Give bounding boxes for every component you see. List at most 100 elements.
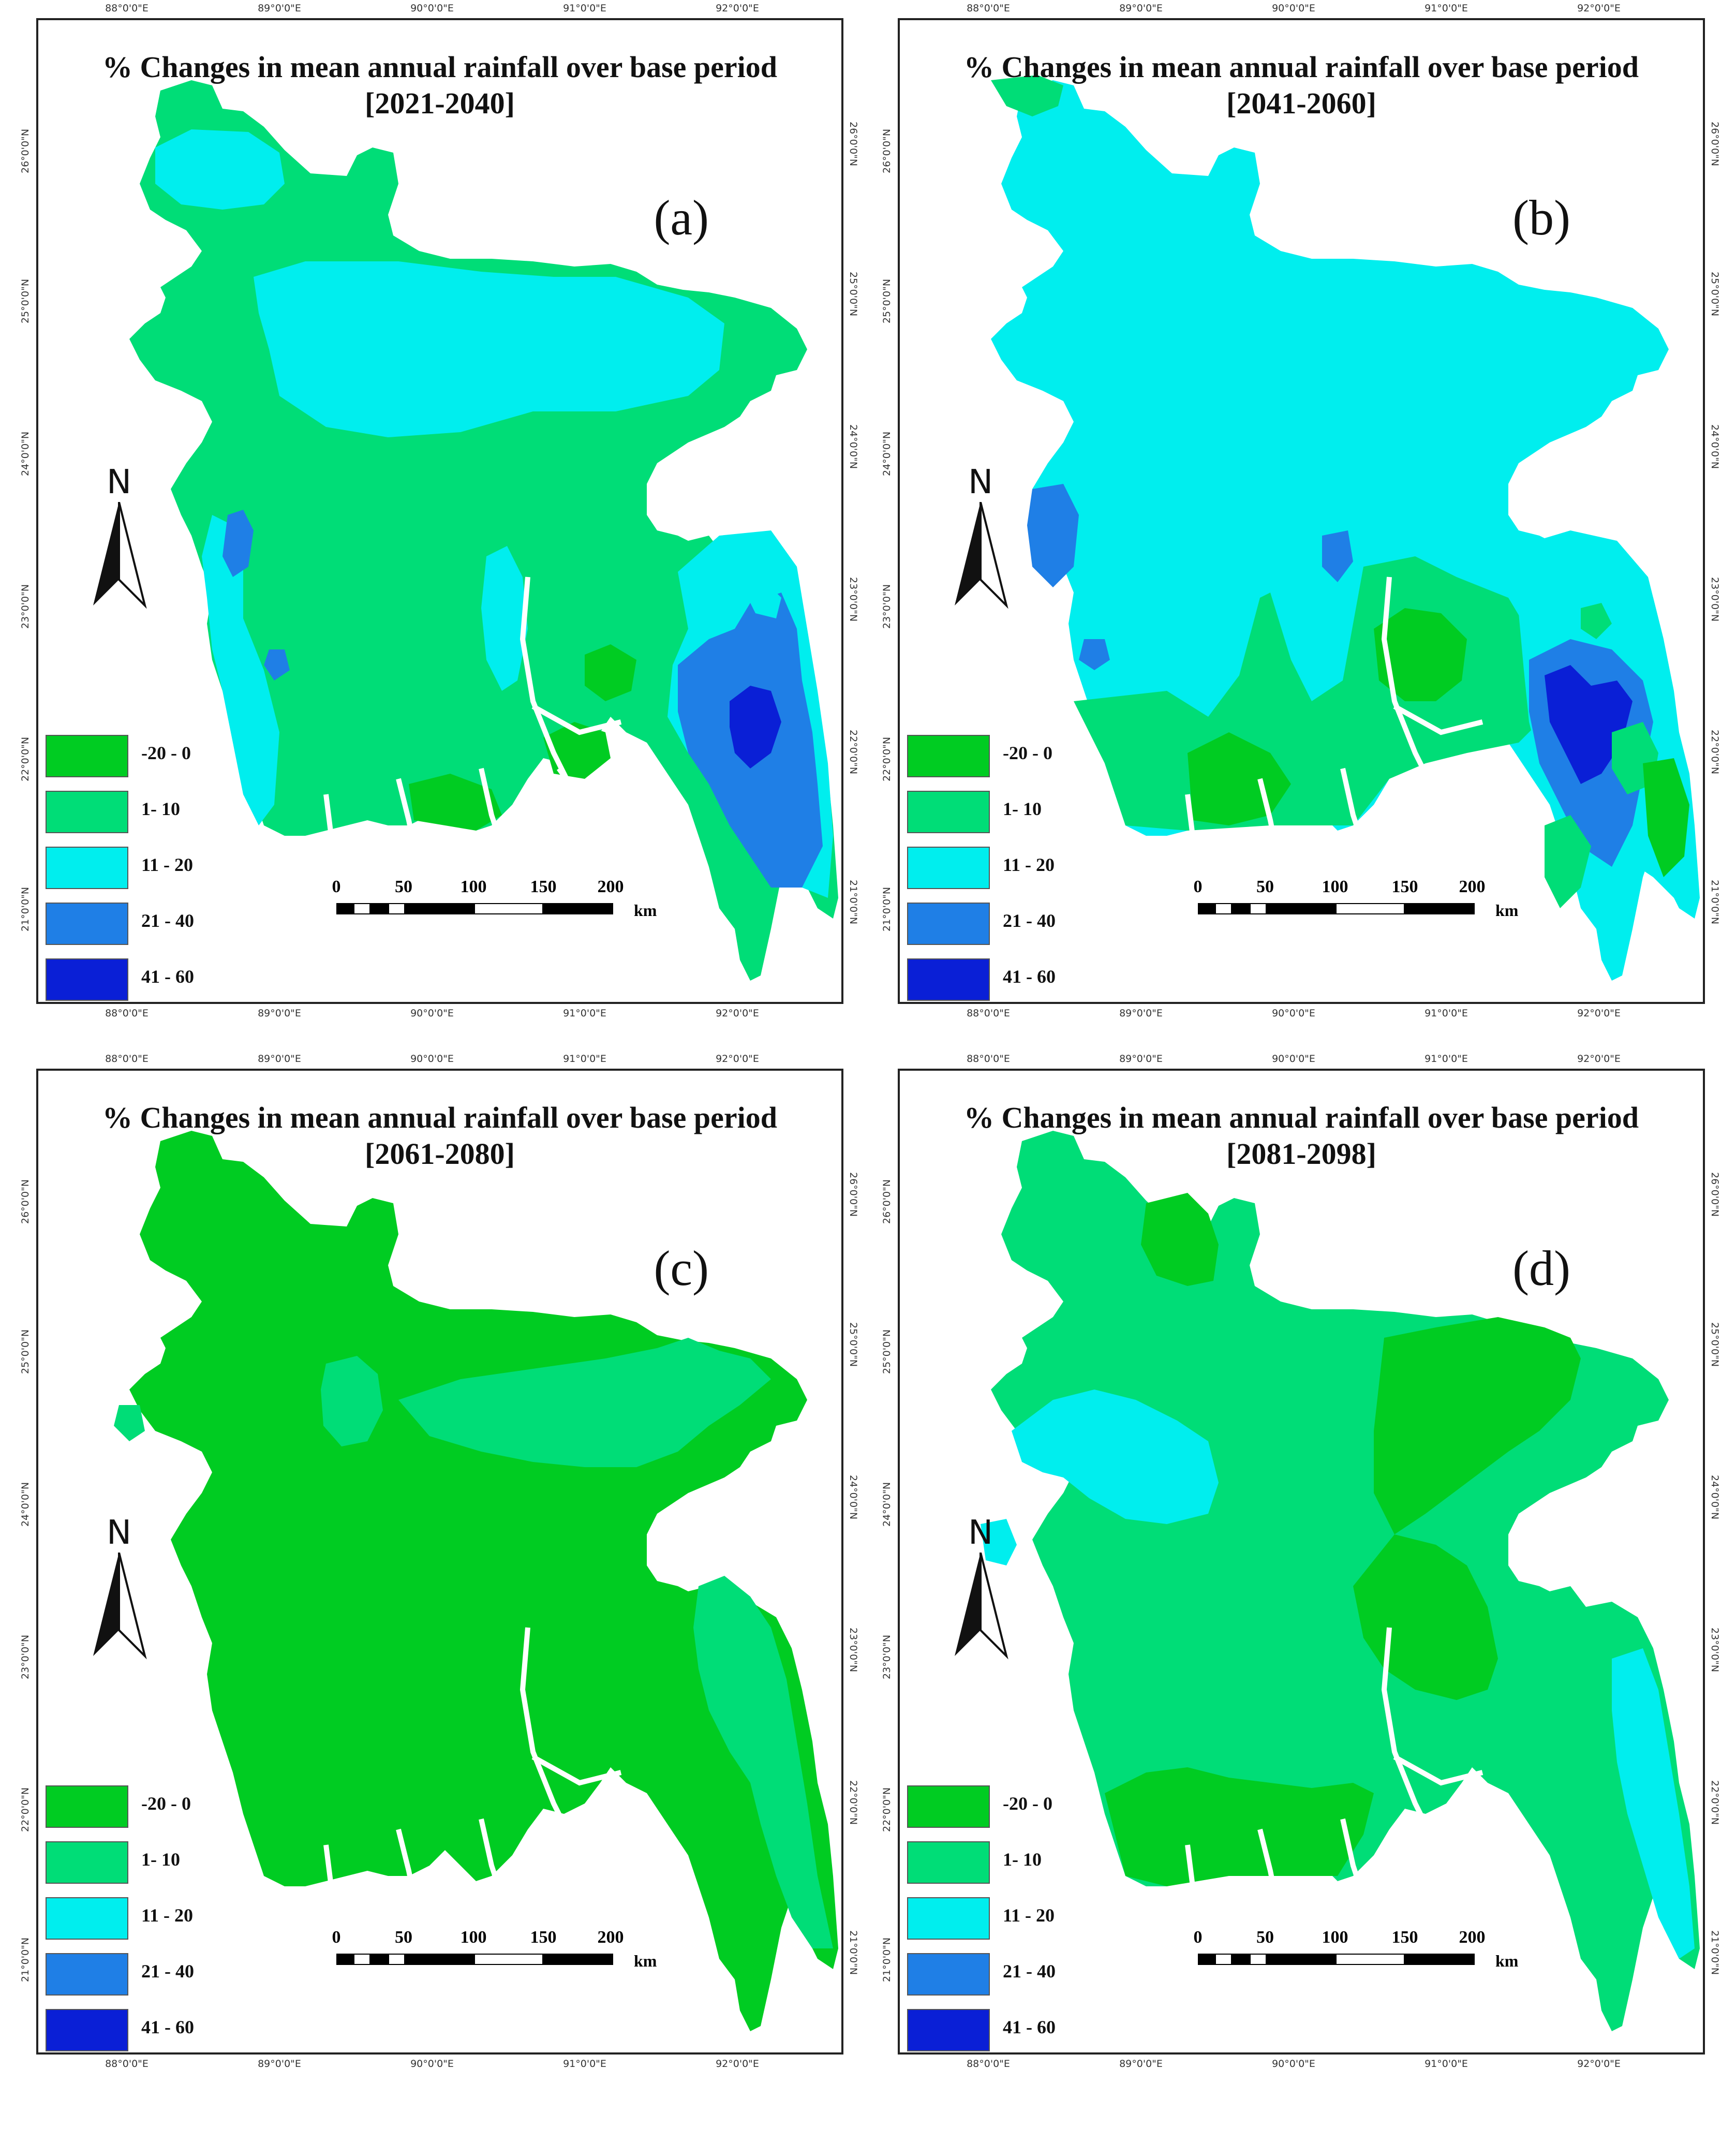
legend-label: 21 - 40 (1003, 1961, 1056, 1982)
longitude-tick-bottom: 88°0'0"E (105, 2058, 149, 2070)
longitude-tick-bottom: 88°0'0"E (967, 1008, 1010, 1019)
scale-segment (353, 1954, 370, 1965)
longitude-tick-top: 89°0'0"E (1119, 1053, 1163, 1065)
scale-segment (1405, 1954, 1475, 1965)
map-title: % Changes in mean annual rainfall over b… (963, 50, 1639, 84)
map-period: [2041-2060] (1226, 86, 1376, 120)
longitude-tick-top: 89°0'0"E (1119, 3, 1163, 14)
map-period: [2061-2080] (365, 1137, 515, 1171)
rainfall-zone-11 (409, 774, 502, 831)
longitude-tick-top: 89°0'0"E (258, 3, 301, 14)
rainfall-zone-1 (398, 1338, 771, 1467)
longitude-tick-top: 91°0'0"E (563, 3, 606, 14)
scale-number: 100 (460, 877, 487, 896)
rainfall-zone-2 (481, 546, 528, 691)
legend-swatch (907, 791, 990, 833)
scale-number: 50 (395, 1928, 412, 1947)
scale-number: 100 (460, 1928, 487, 1947)
river-channel (1381, 1627, 1459, 1888)
legend-swatch (46, 791, 128, 833)
scale-segment (353, 903, 370, 914)
north-arrow-icon (955, 1553, 1008, 1660)
map-title: % Changes in mean annual rainfall over b… (102, 50, 778, 84)
legend-item: -20 - 0 (46, 1785, 263, 1841)
scale-number: 0 (332, 877, 341, 896)
latitude-tick-left: 22°0'0"N (881, 736, 893, 781)
latitude-tick-left: 26°0'0"N (881, 1179, 893, 1224)
rainfall-zone-2 (1012, 1390, 1219, 1524)
legend-swatch (907, 1841, 990, 1884)
rainfall-zone-0 (321, 1356, 383, 1446)
latitude-tick-right: 22°0'0"N (1709, 730, 1720, 775)
north-arrow-icon (955, 502, 1008, 609)
legend-swatch (907, 847, 990, 889)
legend: -20 - 0 1- 10 11 - 20 21 - 40 41 - 60 (46, 735, 263, 1014)
river-channel (556, 767, 608, 848)
river-channel (531, 1754, 622, 1786)
legend-label: -20 - 0 (141, 743, 191, 763)
scale-bar: 0 50 100 150 200 km (332, 877, 688, 929)
rainfall-zone-5 (1105, 1767, 1374, 1886)
rainfall-zone-0 (1141, 1193, 1219, 1286)
latitude-tick-right: 23°0'0"N (1709, 1628, 1720, 1673)
legend-item: 1- 10 (907, 791, 1124, 847)
scale-segment (1250, 1954, 1267, 1965)
scale-segment (1267, 903, 1336, 914)
scale-segment (1198, 1954, 1215, 1965)
scale-segment (405, 903, 474, 914)
river-channel (1185, 1844, 1195, 1887)
legend-item: -20 - 0 (46, 735, 263, 791)
scale-segment (1215, 1954, 1232, 1965)
rainfall-zone-0 (155, 129, 285, 210)
latitude-tick-right: 21°0'0"N (848, 880, 859, 925)
legend-swatch (907, 1785, 990, 1828)
legend-label: 11 - 20 (141, 1905, 194, 1926)
longitude-tick-top: 88°0'0"E (105, 1053, 149, 1065)
latitude-tick-right: 21°0'0"N (848, 1930, 859, 1975)
longitude-tick-top: 90°0'0"E (1272, 3, 1315, 14)
rainfall-zone-3 (693, 1576, 833, 1948)
scale-segment (370, 903, 388, 914)
latitude-tick-right: 22°0'0"N (848, 730, 859, 775)
legend-label: 21 - 40 (141, 910, 194, 931)
longitude-tick-bottom: 89°0'0"E (1119, 2058, 1163, 2070)
latitude-tick-left: 24°0'0"N (20, 1482, 31, 1527)
latitude-tick-right: 25°0'0"N (848, 1322, 859, 1367)
map-panel-b: % Changes in mean annual rainfall over b… (881, 3, 1720, 1019)
latitude-tick-right: 25°0'0"N (1709, 1322, 1720, 1367)
legend-swatch (46, 2009, 128, 2051)
scale-bar: 0 50 100 150 200 km (1194, 877, 1550, 929)
legend-swatch (46, 847, 128, 889)
scale-segment (1250, 903, 1267, 914)
longitude-tick-bottom: 90°0'0"E (1272, 1008, 1315, 1019)
legend-item: -20 - 0 (907, 735, 1124, 791)
legend-swatch (907, 735, 990, 777)
latitude-tick-right: 21°0'0"N (1709, 880, 1720, 925)
scale-number: 200 (597, 877, 624, 896)
longitude-tick-top: 91°0'0"E (1425, 1053, 1468, 1065)
longitude-tick-top: 92°0'0"E (1577, 1053, 1621, 1065)
latitude-tick-left: 25°0'0"N (881, 1329, 893, 1374)
latitude-tick-right: 24°0'0"N (1709, 1475, 1720, 1520)
latitude-tick-right: 24°0'0"N (848, 1475, 859, 1520)
longitude-tick-top: 90°0'0"E (1272, 1053, 1315, 1065)
scale-unit: km (1495, 1952, 1519, 1970)
north-arrow: N (949, 463, 1012, 609)
scale-segment (543, 903, 613, 914)
scale-number: 100 (1322, 877, 1348, 896)
longitude-tick-bottom: 92°0'0"E (1577, 2058, 1621, 2070)
rainfall-zone-3 (202, 515, 279, 825)
legend-swatch (907, 903, 990, 945)
scale-number: 200 (1459, 1928, 1486, 1947)
latitude-tick-right: 26°0'0"N (848, 1172, 859, 1217)
river-channel (479, 1818, 505, 1898)
legend-swatch (46, 1953, 128, 1996)
longitude-tick-bottom: 91°0'0"E (563, 1008, 606, 1019)
map-title: % Changes in mean annual rainfall over b… (102, 1101, 778, 1134)
latitude-tick-left: 26°0'0"N (20, 128, 31, 173)
rainfall-zone-1 (254, 261, 724, 437)
river-channel (396, 1828, 417, 1897)
river-channel (1257, 1828, 1278, 1897)
rainfall-zone-9 (745, 582, 781, 618)
river-channel (520, 577, 598, 837)
